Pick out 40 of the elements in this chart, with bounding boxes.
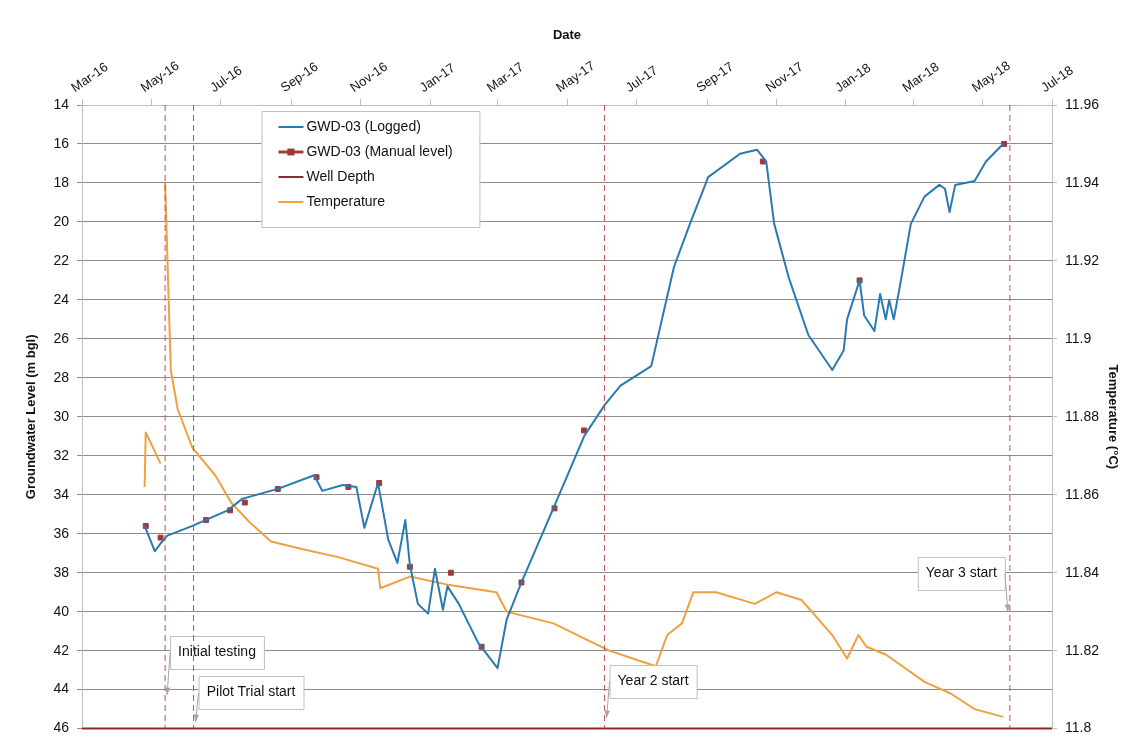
y2-tick-label: 11.8 [1065,719,1092,736]
y-tick-label: 20 [53,212,70,229]
y-axis-title: Groundwater Level (m bgl) [23,334,39,500]
y-tick-label: 24 [53,290,70,307]
y2-tick-label: 11.82 [1065,641,1100,658]
y-tick-label: 42 [53,641,70,658]
legend-label: Well Depth [306,167,375,184]
y2-axis-title: Temperature (°C) [1105,364,1121,470]
y-tick-label: 34 [53,485,70,502]
y2-tick-label: 11.84 [1065,563,1100,580]
ref-line-label: Year 2 start [617,672,689,689]
legend-label: Temperature [306,192,386,209]
y2-tick-label: 11.96 [1065,95,1100,112]
ref-line-label: Initial testing [178,643,256,660]
x-axis-title: Date [552,27,582,43]
y-tick-label: 40 [53,602,70,619]
y2-tick-label: 11.94 [1065,173,1100,190]
y-tick-label: 32 [53,446,70,463]
ref-line-label: Year 3 start [925,564,997,581]
y2-tick-label: 11.88 [1065,407,1100,424]
point [241,499,248,506]
point [447,569,454,576]
y-tick-label: 26 [53,329,70,346]
y-tick-label: 14 [53,95,70,112]
y-tick-label: 38 [53,563,70,580]
legend-label: GWD-03 (Logged) [306,117,421,134]
y-tick-label: 28 [53,368,70,385]
y-tick-label: 16 [53,134,70,151]
y-tick-label: 22 [53,251,70,268]
y-tick-label: 30 [53,407,70,424]
point [157,534,164,541]
legend-label: GWD-03 (Manual level) [306,142,453,159]
y2-tick-label: 11.9 [1065,329,1092,346]
y-tick-label: 18 [53,173,70,190]
y-tick-label: 46 [53,719,70,736]
y-tick-label: 36 [53,524,70,541]
ref-line-label: Pilot Trial start [206,683,296,700]
y2-tick-label: 11.86 [1065,485,1100,502]
y2-tick-label: 11.92 [1065,251,1100,268]
y-tick-label: 44 [53,680,70,697]
